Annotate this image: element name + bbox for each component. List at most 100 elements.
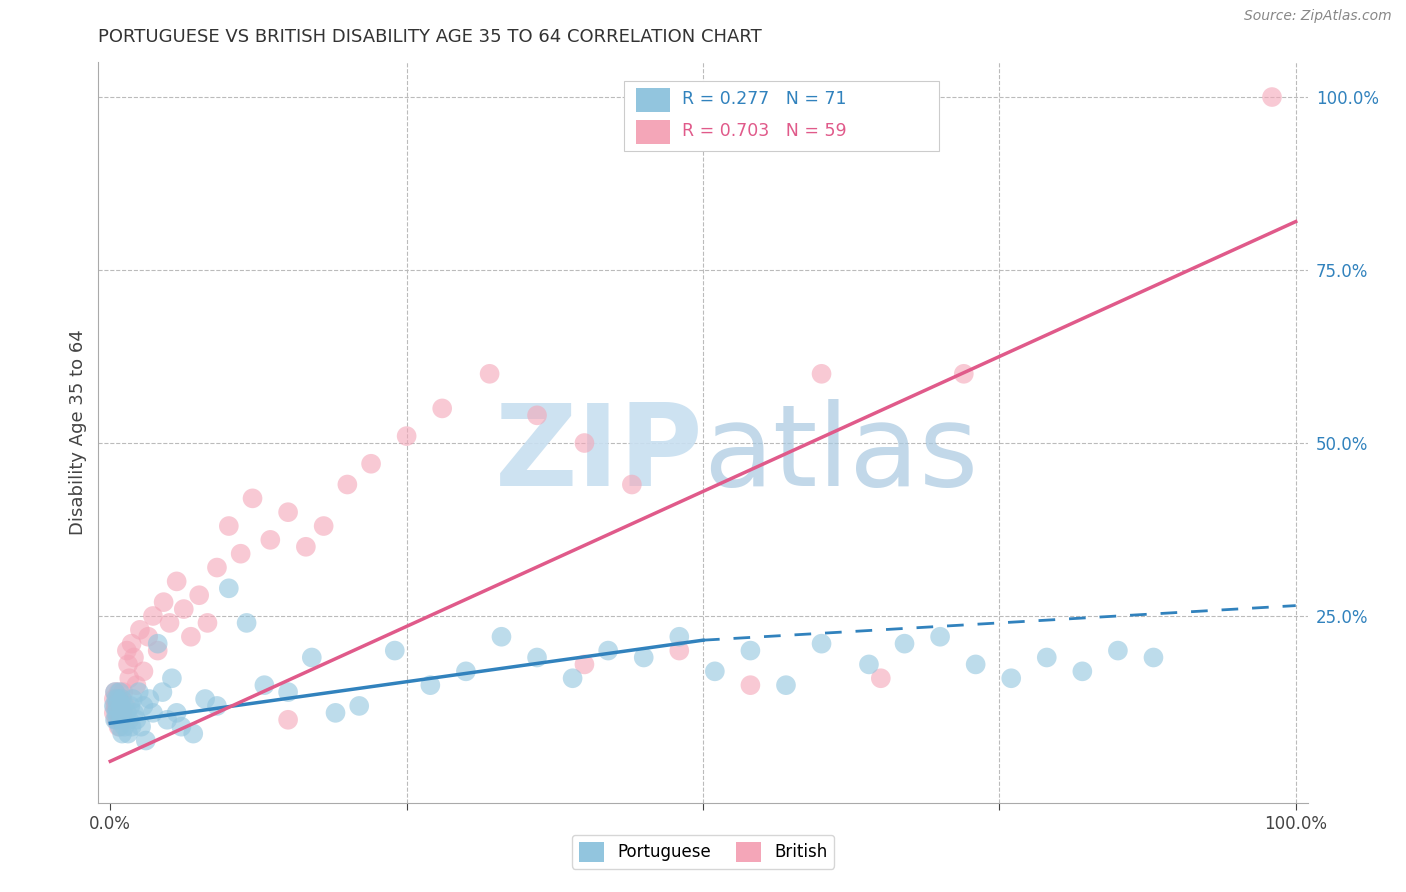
Point <box>775 678 797 692</box>
Point <box>142 609 165 624</box>
Point <box>869 671 891 685</box>
Point <box>205 698 228 713</box>
FancyBboxPatch shape <box>624 81 939 152</box>
Point <box>325 706 347 720</box>
Point <box>132 698 155 713</box>
Point <box>1107 643 1129 657</box>
Point <box>135 733 157 747</box>
Point <box>347 698 370 713</box>
Point <box>633 650 655 665</box>
Point <box>105 713 128 727</box>
Point <box>173 602 195 616</box>
Point <box>118 713 141 727</box>
Point <box>132 665 155 679</box>
Point <box>526 650 548 665</box>
Point <box>810 367 832 381</box>
Point <box>114 713 136 727</box>
Point <box>111 726 134 740</box>
Point <box>129 623 152 637</box>
Point <box>166 574 188 589</box>
Point <box>129 720 152 734</box>
Point <box>1036 650 1059 665</box>
Point <box>419 678 441 692</box>
Point <box>114 698 136 713</box>
Point <box>858 657 880 672</box>
Point <box>929 630 952 644</box>
Point <box>107 685 129 699</box>
Point <box>893 637 915 651</box>
Point <box>136 630 159 644</box>
Point <box>121 720 143 734</box>
Text: atlas: atlas <box>703 400 979 510</box>
Point <box>384 643 406 657</box>
Point <box>253 678 276 692</box>
Point <box>478 367 501 381</box>
Point <box>111 692 134 706</box>
Point <box>121 637 143 651</box>
Point <box>105 706 128 720</box>
Point <box>105 692 128 706</box>
Point <box>668 643 690 657</box>
Point <box>112 706 135 720</box>
Point <box>110 698 132 713</box>
Point <box>103 698 125 713</box>
Point <box>491 630 513 644</box>
Point <box>561 671 583 685</box>
Text: R = 0.277   N = 71: R = 0.277 N = 71 <box>682 90 846 109</box>
Point <box>1142 650 1164 665</box>
Point <box>107 692 129 706</box>
Point <box>277 685 299 699</box>
Point <box>117 657 139 672</box>
Text: ZIP: ZIP <box>495 400 703 510</box>
Point <box>105 692 128 706</box>
Point <box>104 685 127 699</box>
Point <box>156 713 179 727</box>
Point <box>181 726 204 740</box>
Point <box>1000 671 1022 685</box>
Point <box>703 665 725 679</box>
Point <box>1261 90 1284 104</box>
Point <box>454 665 477 679</box>
Legend: Portuguese, British: Portuguese, British <box>572 835 834 869</box>
Point <box>259 533 281 547</box>
Point <box>574 436 596 450</box>
Point <box>114 713 136 727</box>
Point <box>103 692 125 706</box>
Point <box>526 409 548 423</box>
Point <box>146 637 169 651</box>
Point <box>218 519 240 533</box>
Point <box>105 706 128 720</box>
Point <box>180 630 202 644</box>
Point <box>117 726 139 740</box>
Point <box>110 692 132 706</box>
Point <box>107 720 129 734</box>
Point <box>620 477 643 491</box>
Text: Source: ZipAtlas.com: Source: ZipAtlas.com <box>1244 9 1392 23</box>
Point <box>197 615 219 630</box>
Point <box>166 706 188 720</box>
Point <box>810 637 832 651</box>
Point <box>118 671 141 685</box>
Point <box>104 713 127 727</box>
Point <box>336 477 359 491</box>
Point <box>115 706 138 720</box>
Point <box>112 685 135 699</box>
Point <box>114 720 136 734</box>
Point <box>574 657 596 672</box>
Point <box>120 698 142 713</box>
Y-axis label: Disability Age 35 to 64: Disability Age 35 to 64 <box>69 330 87 535</box>
Point <box>170 720 193 734</box>
Text: PORTUGUESE VS BRITISH DISABILITY AGE 35 TO 64 CORRELATION CHART: PORTUGUESE VS BRITISH DISABILITY AGE 35 … <box>98 28 762 45</box>
Point <box>598 643 620 657</box>
Point <box>115 643 138 657</box>
Point <box>125 678 148 692</box>
Point <box>122 706 145 720</box>
Point <box>122 650 145 665</box>
Point <box>952 367 974 381</box>
Point <box>740 643 762 657</box>
Point <box>1071 665 1094 679</box>
Point <box>128 685 150 699</box>
Point <box>432 401 454 416</box>
Point <box>312 519 335 533</box>
Point <box>395 429 418 443</box>
